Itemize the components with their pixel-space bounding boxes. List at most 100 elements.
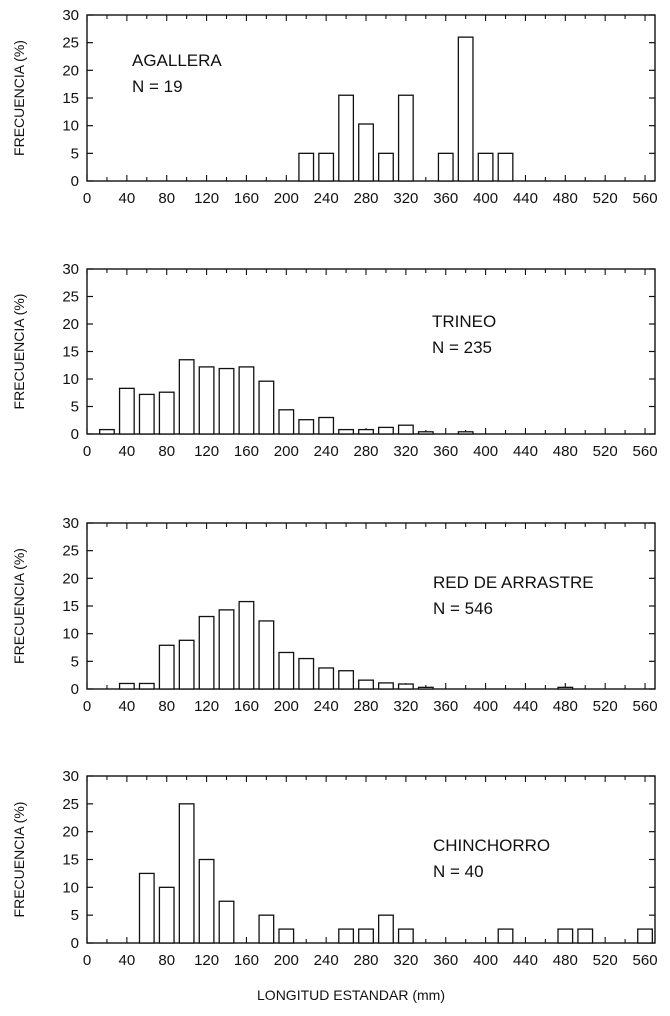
- x-tick-label: 200: [274, 190, 299, 207]
- y-tick-label: 15: [62, 852, 79, 869]
- bar: [218, 609, 235, 690]
- x-tick-label: 400: [473, 190, 498, 207]
- y-tick-label: 20: [62, 316, 79, 333]
- bar: [278, 651, 295, 690]
- bar: [258, 620, 275, 690]
- x-tick-label: 360: [433, 443, 458, 460]
- x-tick-label: 240: [314, 698, 339, 715]
- panel-annotation: N = 19: [132, 77, 183, 96]
- x-tick-label: 400: [473, 698, 498, 715]
- y-tick-label: 30: [62, 7, 79, 24]
- y-axis-label: FRECUENCIA (%): [11, 548, 27, 664]
- x-tick-label: 0: [83, 443, 91, 460]
- bar: [557, 928, 574, 944]
- x-tick-label: 320: [393, 698, 418, 715]
- x-tick-label: 440: [513, 698, 538, 715]
- x-tick-label: 160: [234, 698, 259, 715]
- y-tick-label: 5: [71, 907, 79, 924]
- bar: [278, 928, 295, 944]
- bar: [437, 152, 454, 182]
- y-tick-label: 10: [62, 626, 79, 643]
- y-tick-label: 10: [62, 879, 79, 896]
- panel-annotation: N = 235: [432, 338, 492, 357]
- bar: [557, 686, 574, 690]
- bar: [377, 426, 394, 435]
- bar: [397, 94, 414, 182]
- y-tick-label: 0: [71, 173, 79, 190]
- x-tick-label: 520: [593, 443, 618, 460]
- x-tick-label: 80: [158, 443, 175, 460]
- y-tick-label: 25: [62, 35, 79, 52]
- x-tick-label: 520: [593, 952, 618, 969]
- panel-annotation: N = 546: [433, 599, 493, 618]
- x-tick-label: 240: [314, 443, 339, 460]
- bar: [497, 928, 514, 944]
- bar: [278, 409, 295, 435]
- y-tick-label: 20: [62, 570, 79, 587]
- y-tick-label: 0: [71, 681, 79, 698]
- y-tick-label: 25: [62, 289, 79, 306]
- bar: [138, 872, 155, 944]
- y-tick-label: 0: [71, 426, 79, 443]
- x-tick-label: 360: [433, 190, 458, 207]
- bar: [238, 366, 255, 435]
- x-tick-label: 40: [119, 952, 136, 969]
- bar: [338, 94, 355, 182]
- x-tick-label: 40: [119, 698, 136, 715]
- bar: [298, 419, 315, 435]
- x-tick-label: 280: [354, 698, 379, 715]
- bar: [358, 428, 374, 435]
- x-tick-label: 120: [194, 952, 219, 969]
- x-tick-label: 560: [633, 698, 658, 715]
- y-axis-label: FRECUENCIA (%): [11, 802, 27, 918]
- x-tick-label: 480: [553, 698, 578, 715]
- y-tick-label: 30: [62, 261, 79, 278]
- x-tick-label: 80: [158, 190, 175, 207]
- bar: [377, 914, 394, 944]
- x-tick-label: 0: [83, 190, 91, 207]
- bar: [298, 657, 315, 690]
- x-tick-label: 200: [274, 443, 299, 460]
- x-tick-label: 360: [433, 952, 458, 969]
- bar: [218, 900, 235, 944]
- panel-annotation: N = 40: [433, 862, 484, 881]
- bar: [457, 36, 474, 182]
- y-tick-label: 5: [71, 145, 79, 162]
- y-axis-label: FRECUENCIA (%): [11, 294, 27, 410]
- x-tick-label: 0: [83, 952, 91, 969]
- bar: [377, 152, 394, 182]
- x-tick-label: 560: [633, 190, 658, 207]
- y-tick-label: 10: [62, 371, 79, 388]
- y-tick-label: 0: [71, 935, 79, 952]
- bar: [338, 670, 355, 690]
- bar: [138, 393, 155, 435]
- bar: [258, 914, 275, 944]
- panel-annotation: RED DE ARRASTRE: [433, 573, 594, 592]
- x-tick-label: 280: [354, 952, 379, 969]
- x-tick-label: 440: [513, 952, 538, 969]
- x-tick-label: 80: [158, 952, 175, 969]
- x-tick-label: 200: [274, 952, 299, 969]
- x-tick-label: 360: [433, 698, 458, 715]
- x-tick-label: 560: [633, 952, 658, 969]
- x-tick-label: 320: [393, 190, 418, 207]
- x-tick-label: 400: [473, 952, 498, 969]
- bar: [198, 366, 215, 435]
- y-tick-label: 20: [62, 824, 79, 841]
- x-tick-label: 0: [83, 698, 91, 715]
- x-tick-label: 240: [314, 952, 339, 969]
- bar: [118, 682, 135, 690]
- x-tick-label: 520: [593, 190, 618, 207]
- y-tick-label: 5: [71, 399, 79, 416]
- y-tick-label: 15: [62, 344, 79, 361]
- x-tick-label: 400: [473, 443, 498, 460]
- bar: [397, 683, 414, 690]
- y-tick-label: 20: [62, 62, 79, 79]
- bar: [318, 667, 335, 690]
- x-tick-label: 40: [119, 190, 136, 207]
- bar: [98, 428, 115, 435]
- panel-2: 0 5 10 15 20 25 30 0 40 80 120 160 200 240 280 320 360 40…: [11, 261, 658, 460]
- x-tick-label: 120: [194, 698, 219, 715]
